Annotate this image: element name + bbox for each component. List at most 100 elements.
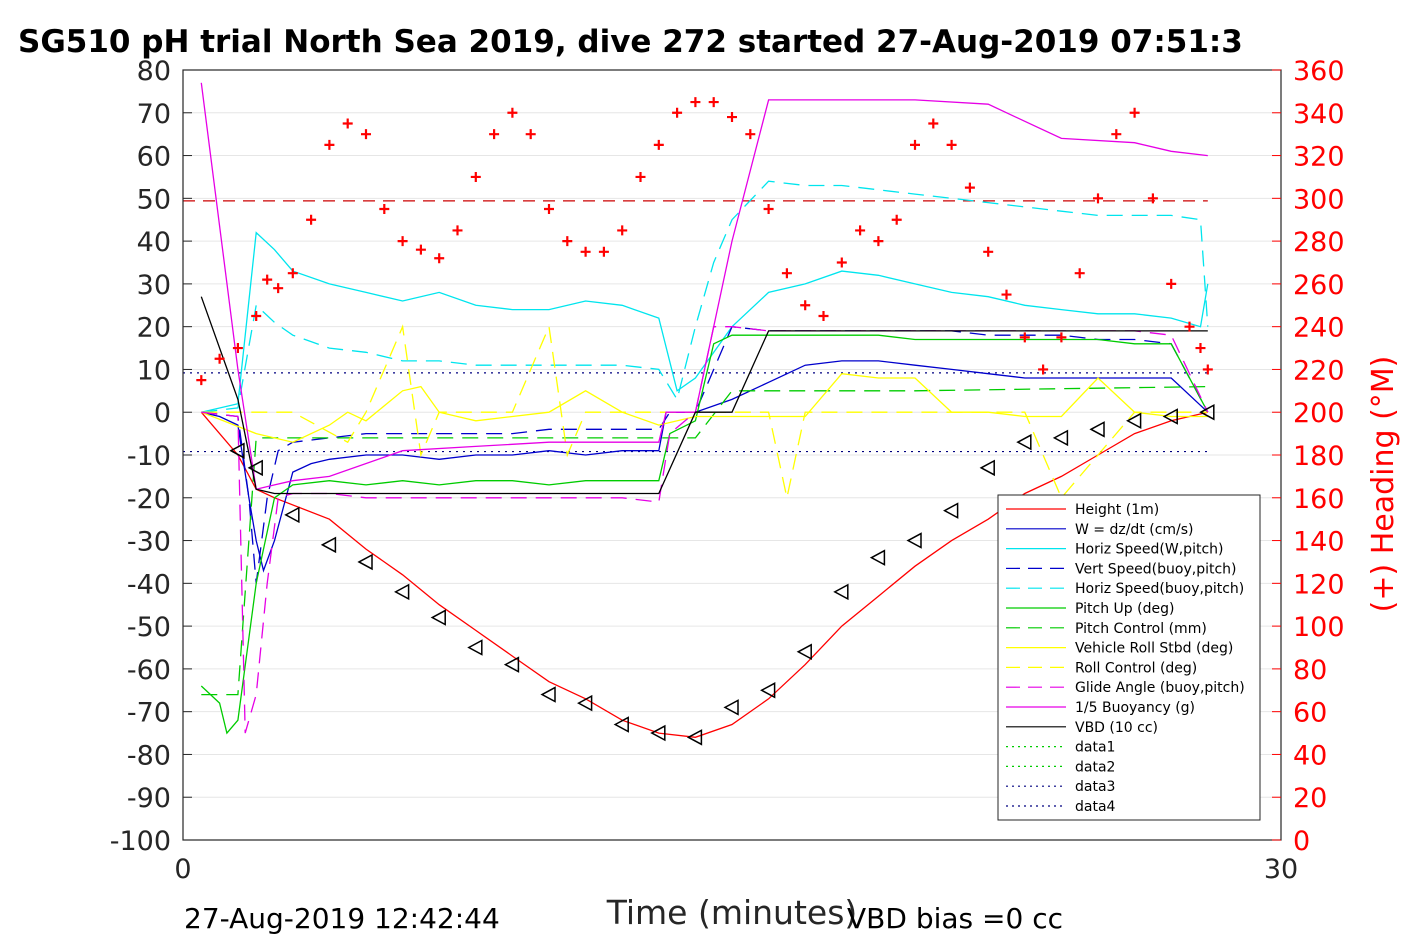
height-triangle-marker bbox=[613, 716, 629, 733]
heading-marker bbox=[617, 225, 628, 236]
y-tick-label: 30 bbox=[137, 270, 171, 301]
heading-marker bbox=[653, 139, 664, 150]
heading-marker bbox=[397, 236, 408, 247]
x-tick-label: 30 bbox=[1264, 854, 1298, 885]
y-right-tick-label: 100 bbox=[1293, 612, 1345, 643]
y-axis-right-label: (+) Heading (°M) bbox=[1366, 356, 1401, 613]
legend-label: Horiz Speed(W,pitch) bbox=[1075, 542, 1223, 558]
height-triangle-marker bbox=[284, 506, 300, 524]
heading-marker bbox=[324, 139, 335, 150]
heading-marker bbox=[836, 257, 847, 268]
x-axis: 0 30 bbox=[174, 831, 1298, 885]
heading-marker bbox=[1195, 343, 1206, 354]
heading-marker bbox=[1093, 193, 1103, 204]
y-tick-label: 60 bbox=[137, 142, 171, 173]
series-line-vehicle-roll-stbd-deg bbox=[201, 373, 1208, 443]
y-tick-label: 70 bbox=[137, 99, 171, 130]
heading-marker bbox=[361, 129, 371, 140]
height-triangle-marker bbox=[760, 682, 776, 699]
series-line-height-1m bbox=[200, 411, 1208, 738]
height-triangle-marker bbox=[1199, 403, 1215, 421]
heading-marker bbox=[287, 268, 298, 279]
y-tick-label: -100 bbox=[110, 826, 171, 857]
heading-marker bbox=[727, 112, 737, 123]
y-right-tick-label: 360 bbox=[1293, 56, 1345, 87]
y-tick-label: 10 bbox=[137, 355, 171, 386]
height-triangle-marker bbox=[796, 643, 812, 661]
y-right-tick-label: 140 bbox=[1293, 527, 1345, 558]
heading-marker bbox=[910, 139, 920, 150]
height-triangle-marker bbox=[247, 459, 263, 477]
y-right-tick-label: 160 bbox=[1293, 484, 1345, 515]
heading-marker bbox=[262, 274, 273, 285]
heading-marker bbox=[1147, 193, 1158, 204]
height-triangle-marker bbox=[723, 699, 739, 716]
height-triangle-marker bbox=[906, 532, 922, 549]
heading-marker bbox=[708, 97, 719, 108]
legend-label: Pitch Control (mm) bbox=[1075, 621, 1207, 637]
heading-marker bbox=[342, 118, 353, 129]
y-tick-label: -40 bbox=[127, 569, 171, 600]
height-triangle-marker bbox=[979, 459, 995, 477]
legend-label: Horiz Speed(buoy,pitch) bbox=[1075, 581, 1244, 597]
legend-label: Roll Control (deg) bbox=[1075, 660, 1197, 676]
height-triangle-marker bbox=[1126, 412, 1142, 430]
y-right-tick-label: 120 bbox=[1293, 569, 1345, 600]
y-tick-label: -20 bbox=[127, 484, 171, 515]
height-triangle-marker bbox=[229, 442, 245, 459]
heading-marker bbox=[507, 107, 518, 118]
heading-marker bbox=[1184, 321, 1195, 332]
y-right-tick-label: 80 bbox=[1293, 655, 1327, 686]
heading-marker bbox=[800, 300, 811, 311]
y-axis-right: 3603403203002802602402202001801601401201… bbox=[1272, 56, 1345, 857]
height-triangle-marker bbox=[577, 694, 593, 712]
y-tick-label: -90 bbox=[127, 783, 171, 814]
y-tick-label: -80 bbox=[127, 740, 171, 771]
heading-marker bbox=[1129, 107, 1140, 118]
height-triangle-marker bbox=[394, 583, 410, 601]
heading-marker bbox=[214, 353, 225, 364]
height-triangle-marker bbox=[943, 502, 959, 519]
y-right-tick-label: 300 bbox=[1293, 184, 1345, 215]
y-right-tick-label: 240 bbox=[1293, 313, 1345, 344]
legend-label: VBD (10 cc) bbox=[1075, 720, 1158, 736]
height-triangle-marker bbox=[503, 656, 520, 673]
legend-label: Height (1m) bbox=[1075, 502, 1159, 518]
legend-label: data4 bbox=[1075, 799, 1116, 815]
heading-marker bbox=[544, 204, 554, 215]
height-triangle-marker bbox=[1052, 429, 1069, 447]
heading-marker bbox=[635, 171, 646, 182]
heading-marker bbox=[1111, 129, 1122, 140]
heading-marker bbox=[745, 129, 756, 140]
y-tick-label: -60 bbox=[127, 655, 171, 686]
heading-marker bbox=[1056, 332, 1067, 343]
height-triangle-marker bbox=[1162, 408, 1178, 425]
height-triangle-marker bbox=[1016, 433, 1032, 451]
heading-marker bbox=[415, 244, 426, 255]
legend-label: Pitch Up (deg) bbox=[1075, 601, 1174, 617]
series-line-1-5-buoyancy-g bbox=[200, 82, 1208, 490]
heading-marker bbox=[855, 225, 866, 236]
heading-marker bbox=[946, 139, 957, 150]
y-right-tick-label: 200 bbox=[1293, 398, 1345, 429]
y-right-tick-label: 320 bbox=[1293, 142, 1345, 173]
y-tick-label: 80 bbox=[137, 56, 171, 87]
height-triangle-marker bbox=[650, 724, 666, 742]
legend-label: W = dz/dt (cm/s) bbox=[1075, 522, 1194, 538]
height-triangle-marker bbox=[320, 536, 337, 554]
y-tick-label: 40 bbox=[137, 227, 171, 258]
series-line-roll-control-deg bbox=[201, 324, 1208, 500]
heading-marker bbox=[964, 182, 975, 193]
heading-marker bbox=[781, 268, 792, 279]
heading-marker bbox=[1074, 268, 1085, 279]
series-group bbox=[200, 82, 1209, 738]
heading-marker bbox=[470, 171, 481, 182]
heading-marker bbox=[1038, 364, 1049, 375]
marker-group bbox=[196, 97, 1215, 746]
y-tick-label: -30 bbox=[127, 527, 171, 558]
y-right-tick-label: 220 bbox=[1293, 355, 1345, 386]
series-line-pitch-control-mm bbox=[201, 385, 1208, 696]
y-right-tick-label: 340 bbox=[1293, 99, 1345, 130]
legend-label: data3 bbox=[1075, 779, 1115, 795]
height-triangle-marker bbox=[833, 583, 849, 601]
